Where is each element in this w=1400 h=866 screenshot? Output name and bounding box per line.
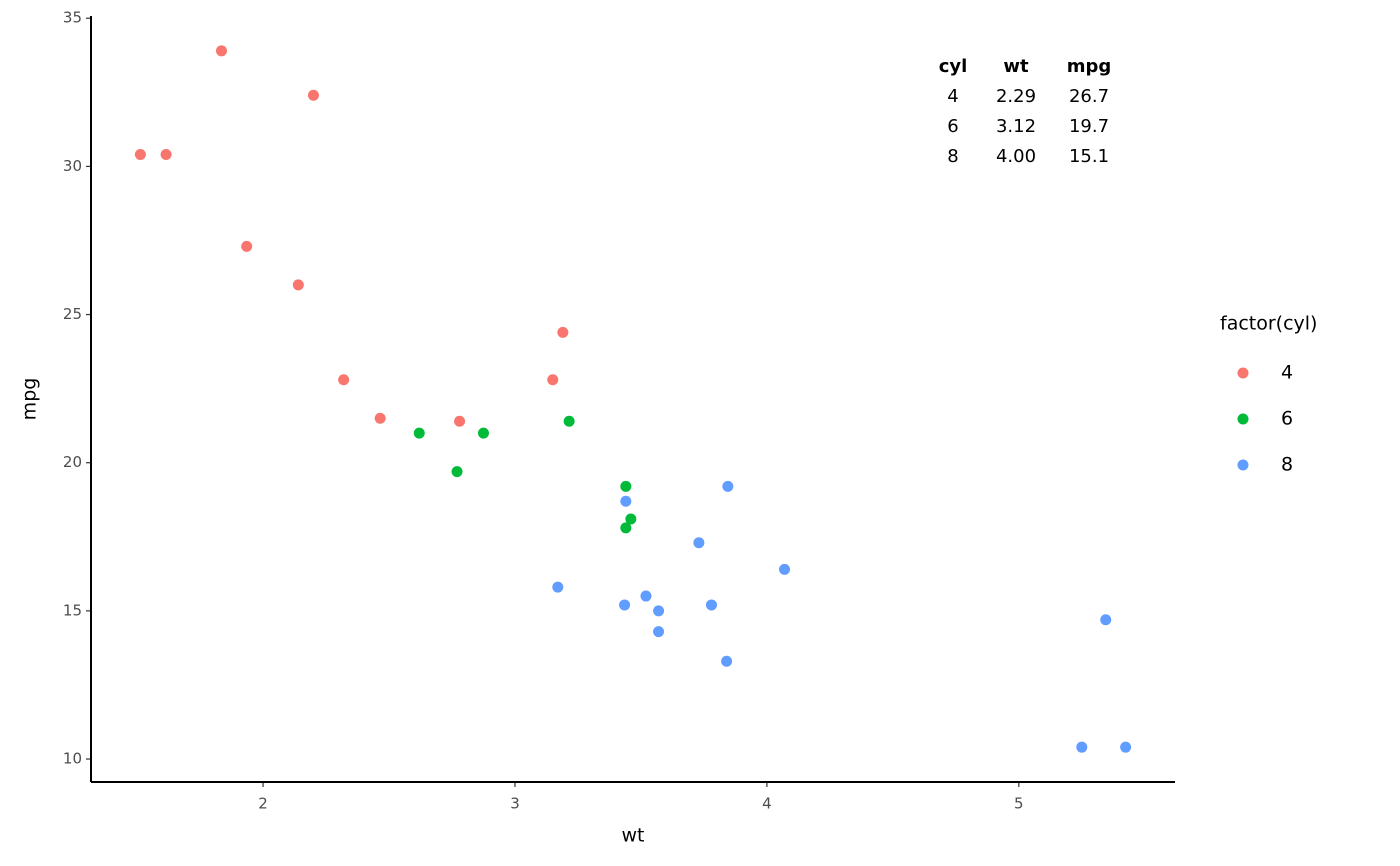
point	[653, 626, 665, 638]
y-tick-label: 10	[63, 750, 82, 768]
table-cell: 8	[947, 146, 958, 167]
legend-key	[1237, 367, 1249, 379]
point	[1100, 614, 1112, 626]
table-cell: 19.7	[1069, 116, 1109, 137]
y-tick-label: 35	[63, 9, 82, 27]
x-tick-label: 3	[510, 795, 520, 813]
point	[557, 326, 569, 338]
table-header: wt	[1003, 56, 1029, 77]
point	[547, 374, 559, 386]
point	[307, 89, 319, 101]
point	[374, 412, 386, 424]
point	[721, 655, 733, 667]
point	[215, 45, 227, 57]
legend-key	[1237, 459, 1249, 471]
point	[477, 427, 489, 439]
y-tick-label: 15	[63, 601, 82, 619]
x-tick-label: 5	[1014, 795, 1024, 813]
legend-title: factor(cyl)	[1220, 313, 1317, 335]
table-header: mpg	[1067, 56, 1112, 77]
point	[552, 581, 564, 593]
table-cell: 4	[947, 86, 958, 107]
point	[160, 149, 172, 161]
table-cell: 2.29	[996, 86, 1036, 107]
point	[338, 374, 350, 386]
point	[413, 427, 425, 439]
y-tick-label: 25	[63, 305, 82, 323]
x-tick-label: 4	[762, 795, 772, 813]
point	[563, 415, 575, 427]
table-cell: 3.12	[996, 116, 1036, 137]
point	[619, 599, 631, 611]
y-tick-label: 20	[63, 453, 82, 471]
point	[1076, 741, 1088, 753]
legend-label: 8	[1281, 454, 1293, 476]
y-tick-label: 30	[63, 157, 82, 175]
x-tick-label: 2	[258, 795, 268, 813]
point	[292, 279, 304, 291]
point	[241, 240, 253, 252]
legend-key	[1237, 413, 1249, 425]
table-header: cyl	[939, 56, 968, 77]
point	[620, 480, 632, 492]
point	[1120, 741, 1132, 753]
legend-label: 4	[1281, 362, 1293, 384]
point	[779, 563, 791, 575]
legend-label: 6	[1281, 408, 1293, 430]
point	[653, 605, 665, 617]
point	[134, 149, 146, 161]
point	[625, 513, 637, 525]
point	[722, 480, 734, 492]
x-axis-title: wt	[622, 825, 645, 847]
point	[705, 599, 717, 611]
point	[451, 466, 463, 478]
point	[454, 415, 466, 427]
table-cell: 4.00	[996, 146, 1036, 167]
table-cell: 6	[947, 116, 958, 137]
point	[620, 522, 632, 534]
point	[693, 537, 705, 549]
point	[620, 495, 632, 507]
point	[640, 590, 652, 602]
y-axis-title: mpg	[19, 378, 41, 421]
table-cell: 26.7	[1069, 86, 1109, 107]
table-cell: 15.1	[1069, 146, 1109, 167]
